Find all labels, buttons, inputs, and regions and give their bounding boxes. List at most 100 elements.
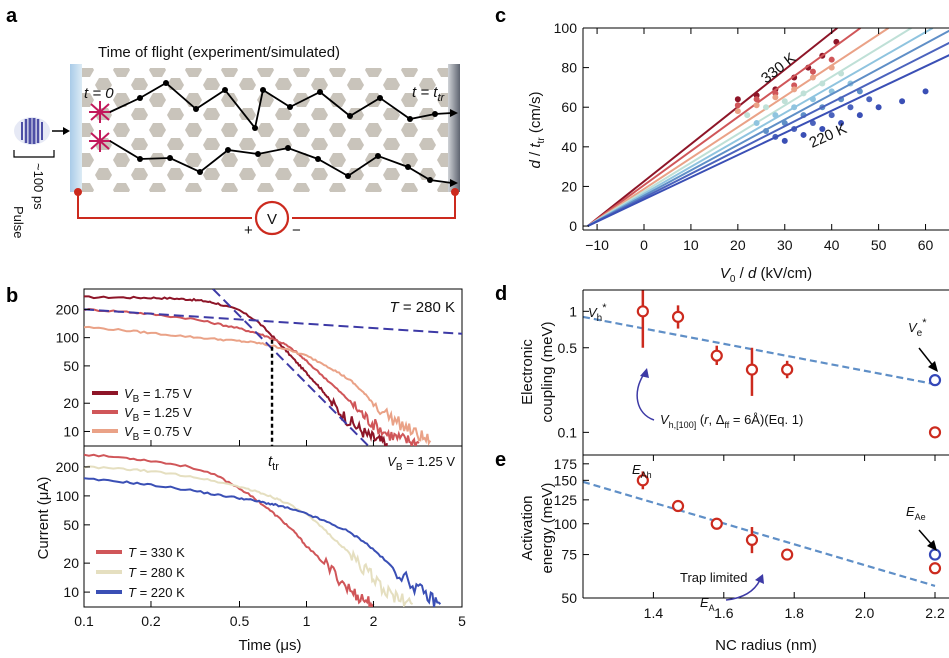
voltage-source xyxy=(254,200,290,236)
x-tick-label: 30 xyxy=(777,237,793,253)
hole-data-point xyxy=(745,363,759,376)
b-top-temperature-annotation: T = 280 K xyxy=(390,299,455,316)
y-tick-label: 200 xyxy=(56,459,80,475)
c-data-point xyxy=(847,104,854,111)
c-data-point xyxy=(819,126,826,132)
b-top-fit-guide xyxy=(212,289,370,446)
x-tick-label: 1.6 xyxy=(714,605,734,621)
photogeneration-star-icon xyxy=(89,130,111,152)
c-data-point xyxy=(838,120,845,127)
c-fit-line xyxy=(587,41,949,227)
d-y-axis-label-line2: coupling (meV) xyxy=(539,322,556,423)
c-x-axis-label: V0 / d (kV/cm) xyxy=(720,265,812,285)
c-data-point xyxy=(828,112,835,119)
y-tick-label: 40 xyxy=(561,139,577,155)
c-data-point xyxy=(838,70,845,77)
trap-limited-label: Trap limited xyxy=(680,570,747,585)
right-contact xyxy=(451,188,459,196)
y-tick-label: 150 xyxy=(554,472,578,488)
x-tick-label: 0.2 xyxy=(141,613,161,629)
y-tick-label: 20 xyxy=(63,555,79,571)
vh-star-label: Vh* xyxy=(588,302,607,324)
arrowhead-bottom xyxy=(450,179,458,187)
ea-annotation-arrow xyxy=(725,579,761,601)
x-tick-label: 0.5 xyxy=(230,613,250,629)
nanocrystal-film xyxy=(74,68,458,192)
e-plot xyxy=(583,471,942,587)
hole-data-point xyxy=(745,533,759,547)
x-tick-label: 2.2 xyxy=(925,605,945,621)
x-tick-label: 0.1 xyxy=(74,613,94,629)
hole-data-point xyxy=(781,363,794,376)
y-tick-label: 175 xyxy=(554,456,578,472)
panel-b: 10 20 50 100 200 10 20 50 100 200 0.1 0.2 0.5 1 2 5 T =… xyxy=(35,288,466,654)
left-electrode xyxy=(70,64,82,192)
y-tick-label: 125 xyxy=(554,492,578,508)
hole-data-point xyxy=(928,562,942,575)
x-tick-label: 0 xyxy=(640,237,648,253)
c-data-point xyxy=(734,96,741,103)
ve-star-label: Ve* xyxy=(908,317,927,339)
b-bottom-series-line xyxy=(84,453,375,607)
y-tick-label: 200 xyxy=(56,301,80,317)
y-tick-label: 0 xyxy=(569,218,577,234)
x-tick-label: 10 xyxy=(683,237,699,253)
c-data-point xyxy=(781,137,788,144)
circuit-wire xyxy=(77,192,456,219)
c-data-point xyxy=(866,96,873,103)
pulse-arrowhead xyxy=(63,127,70,135)
y-tick-label: 100 xyxy=(56,488,80,504)
panel-label-e: e xyxy=(495,449,506,471)
c-data-point xyxy=(753,120,760,127)
hole-data-point xyxy=(636,305,649,318)
pulse-width-bracket xyxy=(13,150,55,158)
c-data-point xyxy=(828,64,835,71)
ea-annotation-arrowhead xyxy=(755,574,764,584)
hole-data-point xyxy=(928,426,942,439)
electron-data-point xyxy=(928,548,942,561)
hole-data-point xyxy=(671,310,685,323)
panel-label-b: b xyxy=(6,285,18,307)
y-tick-label: 50 xyxy=(63,517,79,533)
ea-label: EA xyxy=(700,595,715,613)
c-data-point xyxy=(753,102,760,109)
c-fit-line xyxy=(587,28,890,227)
c-data-point xyxy=(828,56,835,63)
b-bottom-plot xyxy=(84,453,442,607)
arrowhead-top xyxy=(450,109,458,117)
c-axes: −10 0 10 20 30 40 50 60 0 20 40 60 80 100 xyxy=(554,20,949,253)
y-tick-label: 10 xyxy=(63,584,79,600)
time-of-flight-schematic: Time of flight (experiment/simulated) ~1… xyxy=(11,44,460,239)
y-tick-label: 10 xyxy=(63,423,79,439)
eae-label: EAe xyxy=(906,504,926,522)
ttr-axis-label: ttr xyxy=(268,453,279,473)
c-fit-line xyxy=(587,28,838,227)
fit-line-dashed xyxy=(583,480,936,587)
b-top-series-line xyxy=(84,325,432,446)
y-tick-label: 20 xyxy=(561,178,577,194)
c-fit-line xyxy=(587,29,949,227)
c-data-point xyxy=(819,80,826,87)
t0-label: t = 0 xyxy=(84,85,114,102)
x-tick-label: 2.0 xyxy=(855,605,875,621)
y-tick-label: 75 xyxy=(561,547,577,563)
c-data-point xyxy=(772,94,779,101)
legend-entry: T = 220 K xyxy=(128,585,185,600)
legend-entry: T = 330 K xyxy=(128,545,185,560)
c-y-axis-label: d / ttr (cm/s) xyxy=(527,92,547,169)
hole-data-point xyxy=(781,548,794,561)
b-top-fit-guide xyxy=(84,308,462,335)
b-top-series-line xyxy=(84,307,420,446)
x-tick-label: 50 xyxy=(871,237,887,253)
panel-label-d: d xyxy=(495,283,507,305)
panel-label-a: a xyxy=(6,5,18,27)
voltage-source-label: V xyxy=(267,211,277,228)
fit-line-dashed xyxy=(583,315,936,386)
y-tick-label: 100 xyxy=(56,330,80,346)
y-tick-label: 100 xyxy=(554,20,578,36)
y-tick-label: 50 xyxy=(63,358,79,374)
x-tick-label: 5 xyxy=(458,613,466,629)
c-data-point xyxy=(763,104,769,111)
